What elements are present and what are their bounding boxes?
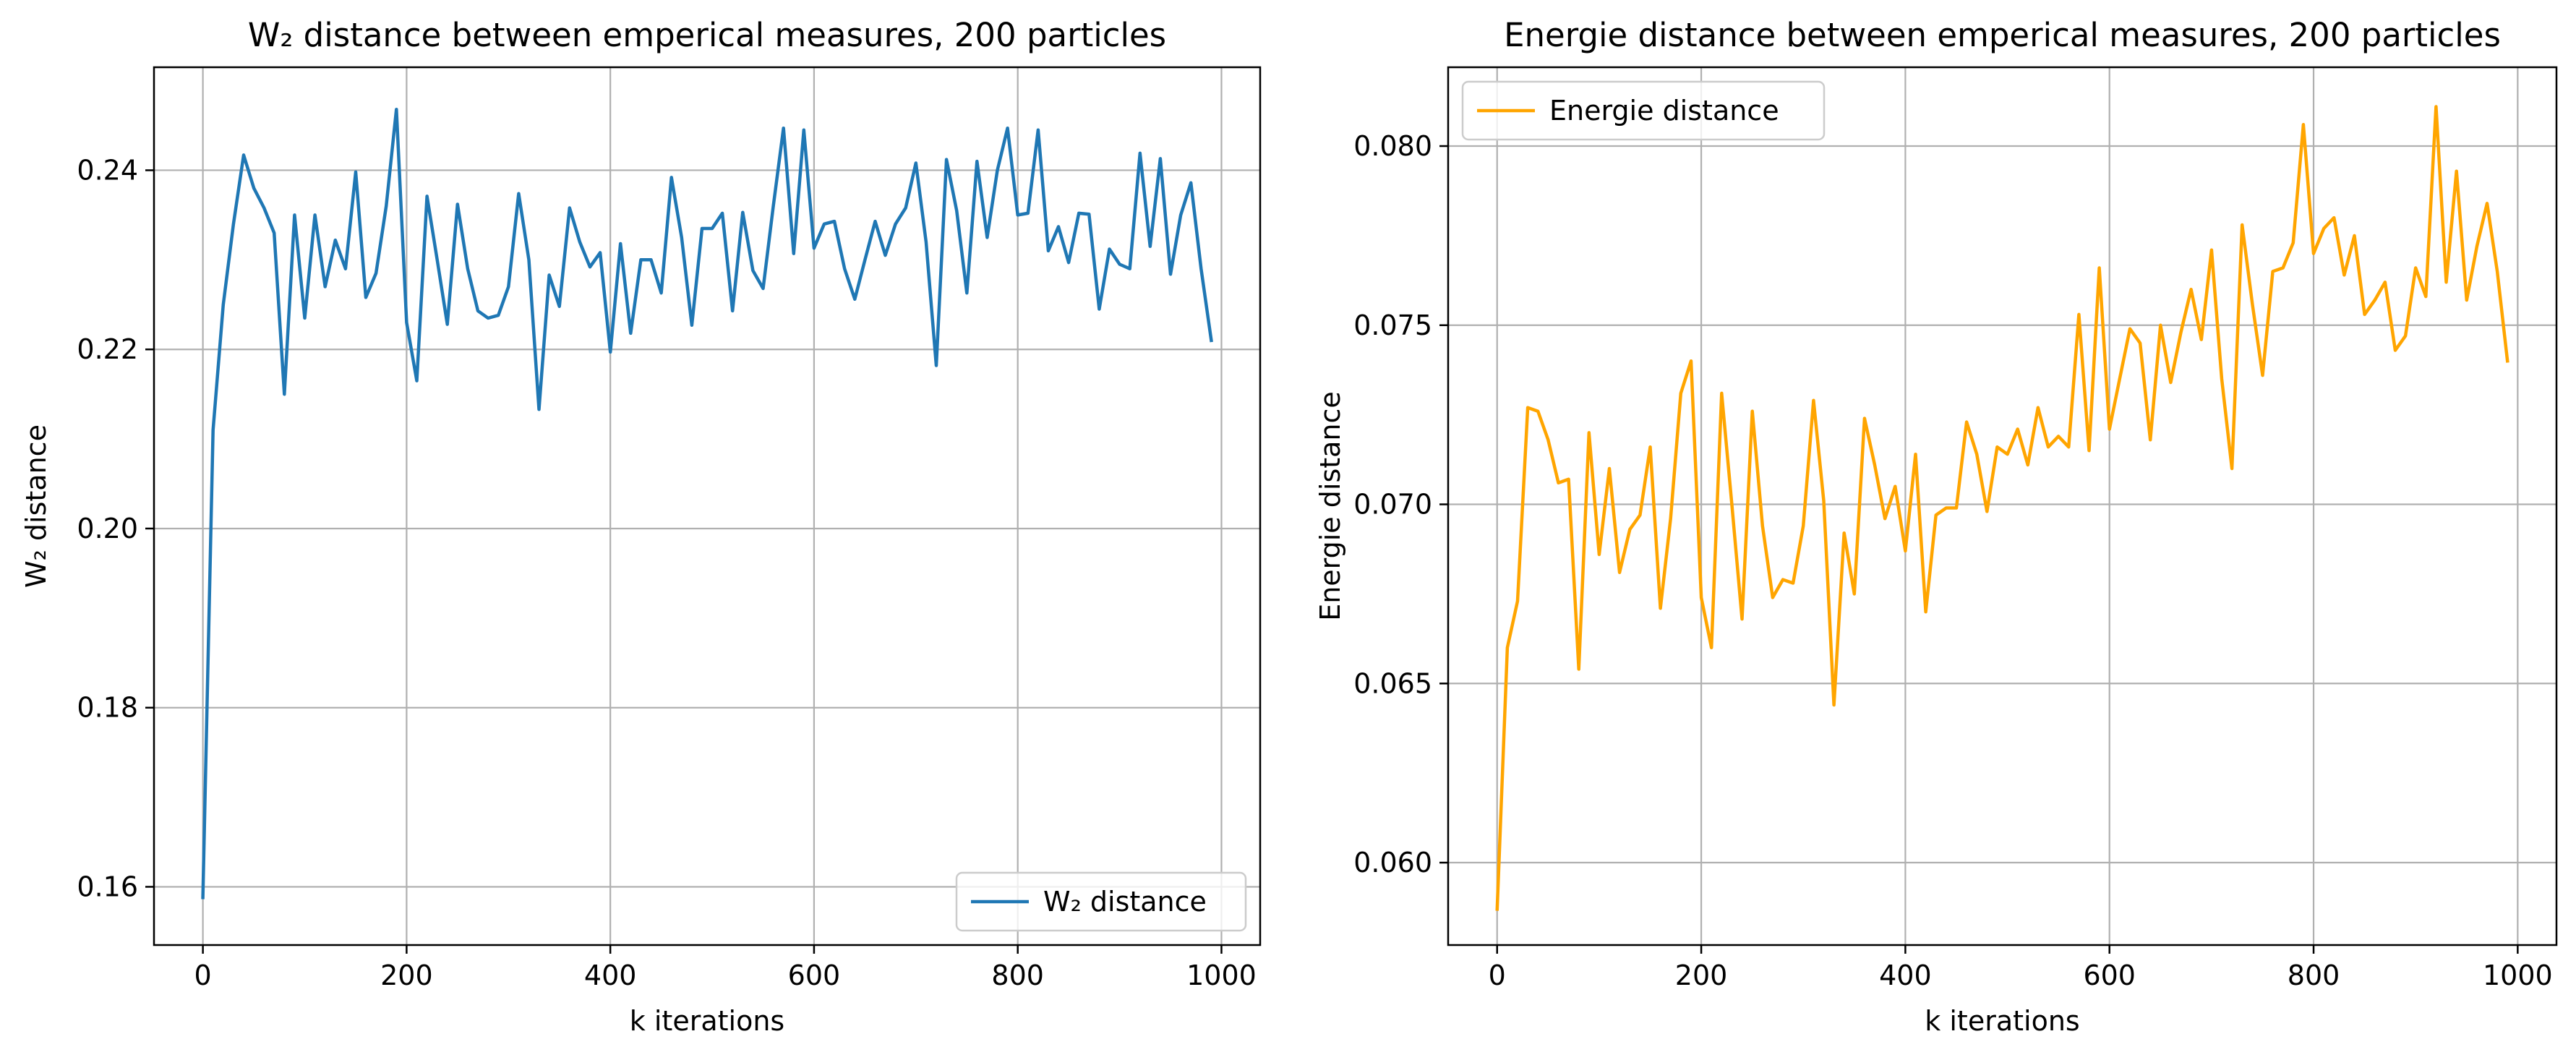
- x-tick-label: 600: [788, 959, 841, 991]
- legend-label: W₂ distance: [1043, 886, 1207, 918]
- y-tick-label: 0.060: [1353, 847, 1432, 879]
- y-axis-label: Energie distance: [1314, 391, 1346, 621]
- y-tick-label: 0.075: [1353, 309, 1432, 341]
- x-axis-label: k iterations: [1925, 1005, 2079, 1037]
- energie-distance-panel: 0 200 400 600 800 1000 0.060 0.065 0.070 0.075 0.0…: [1314, 16, 2558, 1037]
- y-axis-label: W₂ distance: [20, 424, 52, 588]
- chart-title: W₂ distance between emperical measures, …: [248, 16, 1166, 54]
- axes-frame: [1447, 66, 2558, 946]
- legend-box: [955, 871, 1247, 932]
- y-tick-label: 0.080: [1353, 130, 1432, 162]
- x-tick-label: 200: [1675, 959, 1728, 991]
- legend-box: [1461, 80, 1826, 141]
- x-tick-label: 200: [380, 959, 433, 991]
- x-tick-label: 0: [194, 959, 212, 991]
- x-tick-label: 600: [2083, 959, 2136, 991]
- y-tick-label: 0.22: [77, 333, 138, 365]
- w2-distance-panel: 0 200 400 600 800 1000 0.16 0.18 0.20 0.22 0.24 W₂ …: [20, 16, 1262, 1037]
- legend: Energie distance: [1461, 80, 1826, 141]
- y-tick-label: 0.070: [1353, 489, 1432, 521]
- legend: W₂ distance: [955, 871, 1247, 932]
- series-line: [201, 107, 1213, 899]
- y-tick-label: 0.065: [1353, 667, 1432, 699]
- x-axis-label: k iterations: [630, 1005, 784, 1037]
- x-tick-label: 0: [1489, 959, 1506, 991]
- x-tick-label: 800: [2288, 959, 2340, 991]
- y-tick-label: 0.24: [77, 154, 138, 186]
- x-tick-label: 800: [991, 959, 1044, 991]
- y-tick-label: 0.16: [77, 871, 138, 902]
- x-tick-label: 400: [584, 959, 637, 991]
- legend-label: Energie distance: [1549, 95, 1779, 127]
- y-tick-label: 0.20: [77, 513, 138, 544]
- axes-frame: [153, 66, 1262, 946]
- x-tick-label: 400: [1879, 959, 1932, 991]
- series-line: [1495, 105, 2509, 911]
- y-tick-label: 0.18: [77, 692, 138, 724]
- chart-title: Energie distance between emperical measu…: [1504, 16, 2501, 54]
- x-tick-label: 1000: [1186, 959, 1257, 991]
- x-tick-label: 1000: [2483, 959, 2553, 991]
